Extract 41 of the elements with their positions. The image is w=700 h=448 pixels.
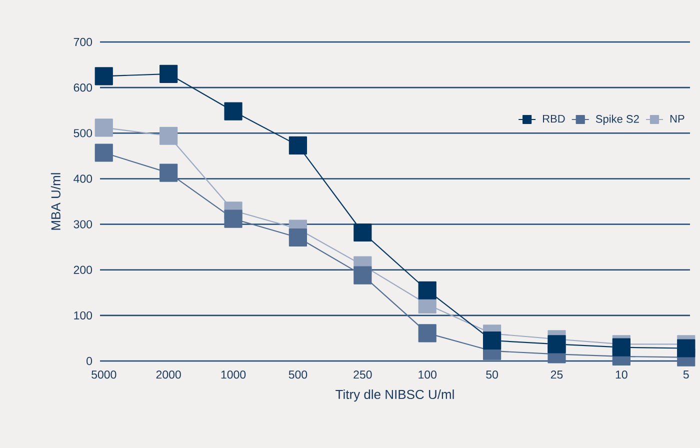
y-tick-label: 100 bbox=[74, 311, 92, 320]
point bbox=[482, 331, 502, 350]
y-tick-label: 300 bbox=[74, 220, 92, 228]
point bbox=[224, 102, 242, 120]
legend-label: Spike S2 bbox=[596, 114, 639, 126]
point bbox=[160, 64, 178, 83]
point bbox=[418, 281, 436, 300]
point bbox=[354, 223, 372, 242]
legend-label: RBD bbox=[543, 114, 565, 123]
y-tick-label: 600 bbox=[74, 84, 92, 92]
y-axis-title: MBA U/ml bbox=[50, 173, 60, 230]
x-tick-label: 5000 bbox=[92, 370, 116, 379]
x-tick-label: 1000 bbox=[221, 370, 246, 379]
point bbox=[160, 126, 178, 145]
point bbox=[288, 136, 308, 154]
point bbox=[677, 339, 696, 358]
x-tick-label: 250 bbox=[354, 370, 372, 379]
x-tick-label: 500 bbox=[288, 370, 308, 379]
y-tick-label: 500 bbox=[74, 129, 92, 138]
x-axis-title: Titry dle NIBSC U/ml bbox=[336, 390, 454, 402]
legend-label: NP bbox=[670, 114, 684, 123]
y-tick-label: 700 bbox=[74, 38, 92, 46]
y-tick-label: 200 bbox=[74, 266, 92, 274]
x-tick-label: 100 bbox=[418, 370, 436, 379]
point bbox=[160, 164, 178, 182]
point bbox=[224, 210, 242, 228]
x-tick-label: 2000 bbox=[156, 370, 181, 379]
point bbox=[548, 335, 566, 354]
point bbox=[418, 324, 436, 342]
x-tick-label: 25 bbox=[550, 370, 563, 379]
x-tick-label: 5 bbox=[683, 370, 689, 379]
point bbox=[94, 144, 113, 162]
point bbox=[288, 228, 308, 247]
y-tick-label: 400 bbox=[74, 174, 92, 183]
point bbox=[94, 118, 113, 137]
x-tick-label: 50 bbox=[486, 370, 498, 379]
point bbox=[612, 338, 630, 356]
point bbox=[354, 266, 372, 284]
y-tick-label: 0 bbox=[86, 356, 92, 366]
point bbox=[94, 67, 113, 86]
x-tick-label: 10 bbox=[616, 370, 628, 379]
